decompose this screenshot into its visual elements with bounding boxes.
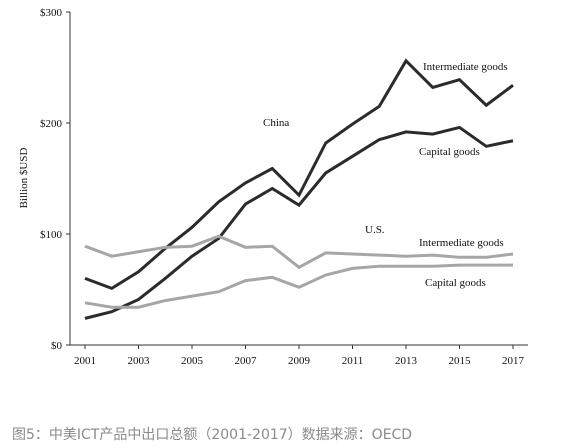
x-tick-label: 2011 [342,355,364,367]
y-tick-label: $200 [40,118,63,130]
series-line-china-capital-goods [84,125,514,320]
x-tick-label: 2013 [395,355,418,367]
x-tick-label: 2001 [74,355,96,367]
series-line-china-intermediate-goods [84,58,514,291]
y-axis-label: Billion $USD [18,148,30,209]
annotation-us: U.S. [365,224,385,236]
annotation-china: China [263,117,289,129]
annotation-us-capital: Capital goods [425,277,486,289]
series-line-us-capital-goods [84,263,513,309]
figure-caption: 图5：中美ICT产品中出口总额（2001-2017）数据来源：OECD [12,427,413,443]
annotation-us-intermediate: Intermediate goods [419,237,504,249]
x-tick-label: 2003 [128,355,151,367]
x-tick-label: 2017 [502,355,525,367]
x-tick-label: 2015 [449,355,472,367]
y-tick-label: $0 [51,340,63,352]
x-tick-label: 2005 [181,355,204,367]
x-tick-label: 2007 [235,355,258,367]
annotation-china-capital: Capital goods [419,146,480,158]
series-layer [84,58,514,320]
y-tick-label: $100 [40,229,63,241]
line-chart: 2001 2003 2005 2007 2009 2011 2013 2015 2017 $0 $1… [18,7,528,367]
annotation-china-intermediate: Intermediate goods [423,61,508,73]
y-tick-label: $300 [40,7,63,19]
x-tick-label: 2009 [288,355,311,367]
ticks-layer: 2001 2003 2005 2007 2009 2011 2013 2015 2017 $0 $1… [40,7,525,367]
series-line-us-intermediate-goods [84,234,514,270]
